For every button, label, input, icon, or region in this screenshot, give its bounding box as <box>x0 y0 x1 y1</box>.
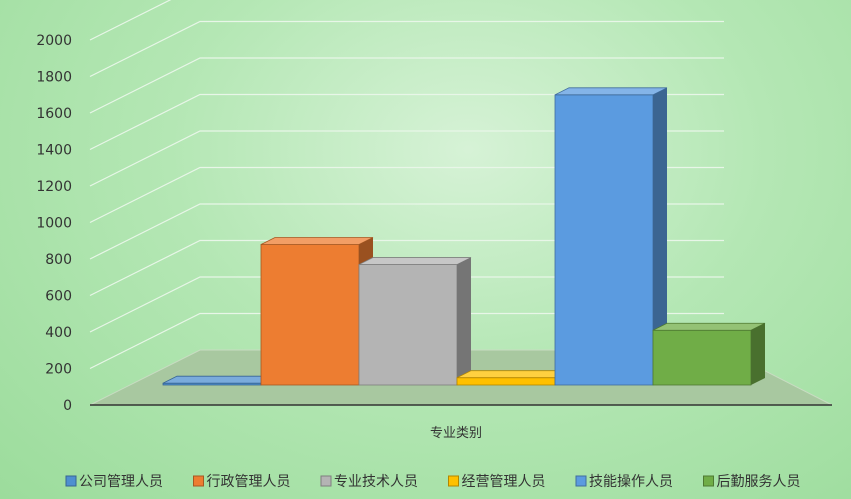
legend-swatch <box>320 475 332 487</box>
y-tick-label: 800 <box>45 252 72 268</box>
y-tick-label: 400 <box>45 325 72 341</box>
bar <box>652 322 766 386</box>
legend-item: 经营管理人员 <box>448 474 546 490</box>
gridline <box>89 312 724 370</box>
legend-label: 后勤服务人员 <box>717 474 801 490</box>
y-tick-label: 1600 <box>36 106 72 122</box>
legend-swatch <box>193 475 204 487</box>
bar-top <box>358 257 472 265</box>
bar <box>456 370 570 386</box>
bar <box>554 87 668 386</box>
gridline <box>89 203 724 260</box>
bars-layer <box>162 87 766 386</box>
y-tick-label: 1000 <box>36 216 72 232</box>
bar-side <box>751 323 765 385</box>
bar-top <box>162 375 276 384</box>
y-tick-label: 600 <box>45 289 72 305</box>
legend-item: 后勤服务人员 <box>703 474 801 490</box>
y-tick-label: 0 <box>63 398 72 414</box>
bar-front <box>358 264 458 386</box>
bar <box>260 237 374 386</box>
gridline <box>89 20 724 78</box>
x-axis-label: 专业类别 <box>430 426 482 441</box>
y-tick-label: 200 <box>45 362 72 378</box>
legend-item: 专业技术人员 <box>320 474 418 490</box>
gridline <box>89 166 724 224</box>
legend-item: 行政管理人员 <box>193 474 291 490</box>
legend-item: 公司管理人员 <box>65 474 163 490</box>
bar-side <box>457 257 471 385</box>
legend-item: 技能操作人员 <box>575 474 673 490</box>
legend-label: 经营管理人员 <box>462 474 546 490</box>
gridline <box>89 130 724 187</box>
legend-swatch <box>448 475 459 487</box>
legend-label: 公司管理人员 <box>79 474 163 490</box>
bar <box>162 375 276 386</box>
bar-top <box>456 370 570 379</box>
gridline <box>89 239 724 297</box>
legend-label: 专业技术人员 <box>334 474 418 490</box>
bar-top <box>260 237 374 245</box>
y-tick-label: 2000 <box>36 33 72 49</box>
grid-layer <box>89 0 724 370</box>
bar-front <box>456 377 556 386</box>
bar-front <box>652 329 752 386</box>
legend-label: 技能操作人员 <box>589 474 673 490</box>
y-tick-label: 1800 <box>36 70 72 86</box>
bar-front <box>554 94 654 386</box>
bar <box>358 257 472 386</box>
bar-top <box>554 87 668 96</box>
bar-top <box>652 322 766 331</box>
gridline <box>89 0 172 41</box>
bar-side <box>653 87 667 385</box>
y-axis-ticks: 0 200 400 600 800 1000 1200 1400 1600 1800 2000 <box>36 33 72 414</box>
gridline <box>89 276 724 333</box>
legend: 公司管理人员 行政管理人员 专业技术人员 经营管理人员 技能操作人员 后勤服务人员 <box>65 474 801 490</box>
legend-swatch <box>65 475 77 487</box>
bar-front <box>260 244 360 386</box>
gridline <box>89 57 724 114</box>
legend-swatch <box>703 475 714 487</box>
gridline <box>89 93 724 151</box>
legend-swatch <box>575 475 587 487</box>
y-tick-label: 1200 <box>36 179 72 195</box>
y-tick-label: 1400 <box>36 143 72 159</box>
legend-label: 行政管理人员 <box>207 474 291 490</box>
